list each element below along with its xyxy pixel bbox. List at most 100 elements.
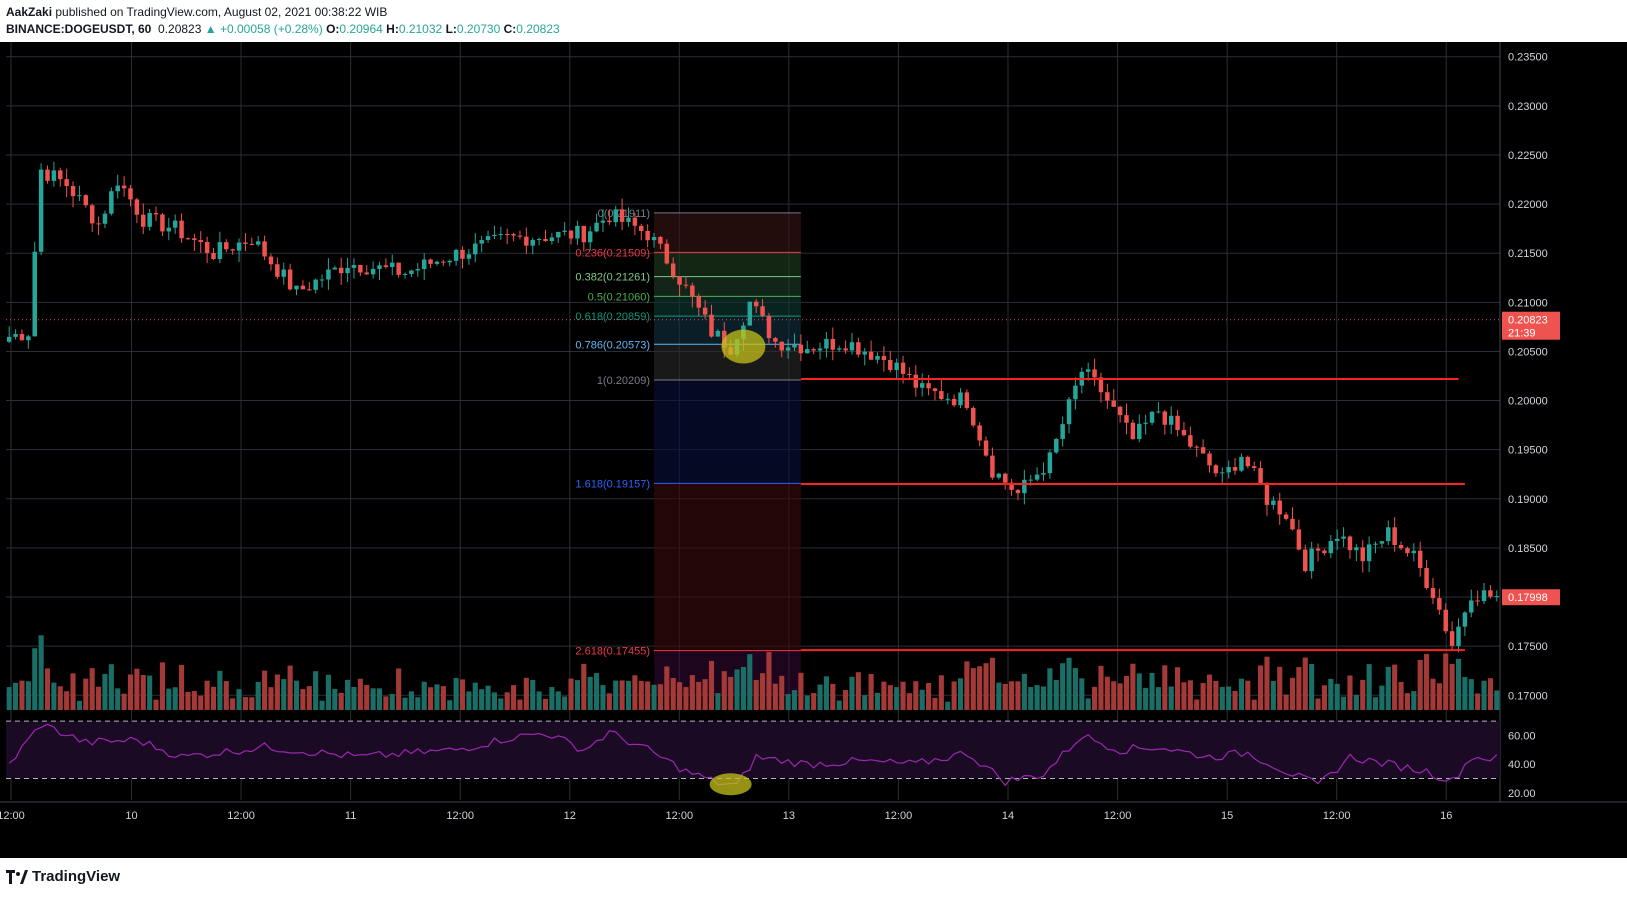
- candle-body: [319, 279, 325, 281]
- price-axis-label: 0.22500: [1508, 150, 1548, 162]
- candle-body: [236, 242, 242, 251]
- time-axis-label: 11: [345, 810, 356, 822]
- volume-bar: [1251, 699, 1257, 710]
- volume-bar: [715, 693, 721, 710]
- volume-bar: [1002, 683, 1008, 710]
- volume-bar: [1226, 686, 1232, 710]
- candle-body: [575, 225, 580, 239]
- candle-body: [415, 269, 421, 271]
- volume-bar: [1360, 679, 1366, 710]
- volume-bar: [1047, 668, 1053, 710]
- candle-body: [479, 239, 484, 244]
- author-name[interactable]: AakZaki: [6, 5, 53, 19]
- volume-bar: [677, 682, 683, 710]
- volume-bar: [153, 699, 159, 710]
- candle-body: [6, 336, 12, 342]
- volume-bar: [779, 675, 785, 710]
- high-label: H:: [386, 22, 399, 36]
- volume-bar: [498, 698, 504, 710]
- candle-body: [753, 301, 759, 307]
- candle-body: [441, 261, 446, 263]
- price-tag-countdown: 21:39: [1508, 328, 1536, 340]
- volume-bar: [523, 677, 529, 710]
- volume-bar: [25, 681, 31, 710]
- volume-bar: [881, 681, 887, 710]
- candle-body: [1322, 550, 1327, 554]
- tradingview-logo-icon: [6, 869, 28, 884]
- volume-bar: [1283, 694, 1289, 710]
- candle-body: [709, 314, 714, 337]
- candle-body: [1098, 377, 1104, 393]
- volume-bar: [1270, 680, 1276, 710]
- volume-bar: [1219, 686, 1225, 710]
- volume-bar: [1341, 696, 1347, 710]
- fib-level-label: 1(0.20209): [597, 375, 650, 387]
- price-axis-label: 0.23000: [1508, 101, 1548, 113]
- volume-bar: [479, 689, 485, 710]
- volume-bar: [1175, 667, 1181, 710]
- volume-bar: [689, 675, 695, 710]
- candle-body: [1373, 543, 1378, 545]
- candle-body: [817, 348, 823, 351]
- candle-body: [179, 220, 184, 239]
- volume-bar: [57, 686, 63, 710]
- price-chart-svg[interactable]: 12:00 10 12:00 11 12:00 12 12:00 13 12:00 14 12:00…: [0, 42, 1627, 858]
- candle-body: [1347, 536, 1353, 551]
- price-tag-value: 0.17998: [1508, 592, 1548, 604]
- volume-bar: [185, 691, 191, 710]
- volume-bar: [702, 679, 708, 710]
- publish-info: published on TradingView.com, August 02,…: [55, 5, 388, 19]
- candle-body: [1290, 518, 1295, 530]
- volume-bar: [376, 688, 383, 710]
- fib-zone: [654, 276, 801, 297]
- candle-body: [51, 170, 57, 181]
- candle-body: [888, 359, 893, 370]
- volume-bar: [657, 684, 663, 710]
- candle-body: [32, 251, 37, 337]
- candle-body: [128, 188, 133, 200]
- fib-zone: [654, 252, 801, 277]
- volume-bar: [306, 686, 312, 710]
- volume-bar: [511, 685, 517, 710]
- candle-body: [1488, 590, 1493, 597]
- volume-bar: [76, 700, 82, 710]
- volume-bar: [1417, 659, 1423, 710]
- candle-body: [1002, 473, 1008, 483]
- volume-bar: [664, 666, 670, 710]
- volume-bar: [970, 668, 976, 710]
- volume-bar: [332, 688, 338, 710]
- symbol-label: BINANCE:DOGEUSDT, 60: [6, 22, 152, 36]
- volume-bar: [862, 695, 868, 710]
- fib-zone: [654, 650, 801, 696]
- volume-bar: [459, 679, 466, 710]
- candle-body: [1239, 456, 1244, 471]
- candle-body: [996, 473, 1002, 478]
- volume-bar: [44, 668, 51, 710]
- candle-body: [345, 267, 350, 274]
- volume-bar: [210, 686, 217, 710]
- volume-bar: [325, 674, 331, 710]
- high-value: 0.21032: [398, 22, 443, 36]
- price-tag: [1502, 311, 1560, 340]
- volume-bar: [613, 680, 619, 710]
- volume-bar: [1494, 690, 1500, 710]
- chart-area[interactable]: 12:00 10 12:00 11 12:00 12 12:00 13 12:00 14 12:00…: [0, 42, 1627, 858]
- volume-bar: [179, 664, 185, 710]
- candle-body: [670, 263, 676, 277]
- volume-bar: [811, 693, 817, 710]
- volume-bar: [1066, 657, 1072, 710]
- candle-body: [1009, 482, 1014, 490]
- candle-body: [402, 273, 408, 275]
- candle-body: [747, 301, 753, 326]
- volume-bar: [96, 686, 102, 710]
- fib-zone: [654, 296, 801, 317]
- candle-body: [632, 217, 638, 226]
- candle-body: [1028, 479, 1033, 481]
- candle-body: [147, 213, 152, 227]
- candle-body: [473, 243, 478, 255]
- volume-bar: [894, 687, 900, 710]
- candle-body: [204, 241, 210, 253]
- volume-bar: [670, 677, 676, 710]
- tradingview-logo[interactable]: TradingView: [6, 868, 120, 885]
- volume-bar: [1372, 697, 1379, 710]
